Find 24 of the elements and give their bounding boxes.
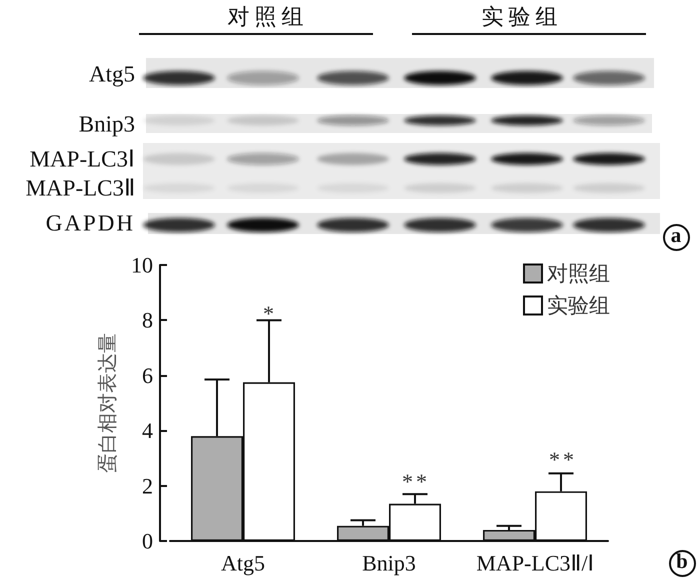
- annotation: **: [402, 469, 430, 494]
- text: a: [670, 223, 682, 247]
- y-tick-label: 0: [142, 528, 153, 554]
- text: Atg5: [89, 62, 135, 86]
- text: MAP-LC3Ⅰ: [30, 146, 135, 172]
- text: 实验组: [482, 4, 562, 29]
- y-tick-label: 6: [142, 362, 153, 388]
- y-tick-label: 4: [142, 418, 153, 444]
- annotation: **: [549, 447, 577, 472]
- x-tick-label: Atg5: [221, 550, 265, 576]
- x-tick-label: MAP-LC3Ⅱ/Ⅰ: [476, 550, 594, 576]
- text: b: [676, 549, 688, 573]
- legend-label: 对照组: [547, 262, 610, 286]
- text: MAP-LC3Ⅱ: [26, 176, 135, 200]
- x-tick-label: Bnip3: [362, 550, 416, 576]
- annotation: *: [263, 301, 277, 326]
- text: GAPDH: [46, 210, 135, 236]
- legend-label: 实验组: [547, 294, 610, 318]
- y-tick-label: 2: [142, 473, 153, 498]
- text: Bnip3: [78, 112, 135, 136]
- y-tick-label: 8: [142, 308, 153, 333]
- y-tick-label: 10: [131, 252, 153, 278]
- y-axis-title: 蛋白相对表达量: [97, 333, 119, 473]
- text: 对照组: [228, 4, 308, 29]
